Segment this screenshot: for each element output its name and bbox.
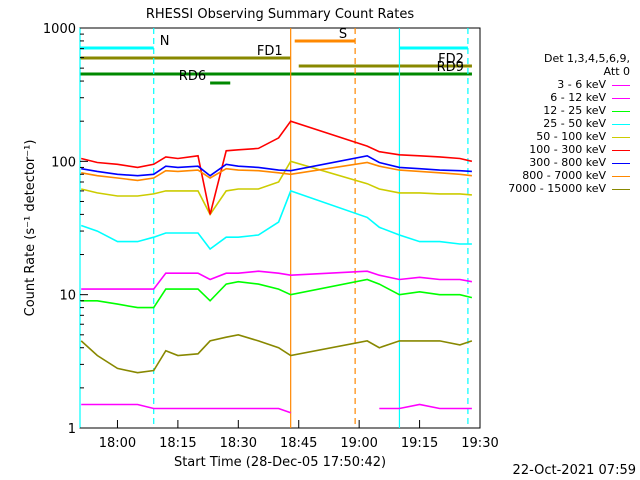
- legend-entry: 7000 - 15000 keV: [508, 182, 630, 195]
- legend-entry: 3 - 6 keV: [557, 78, 630, 91]
- series-line-0: [81, 403, 472, 414]
- legend-entry: 300 - 800 keV: [529, 156, 630, 169]
- event-lines: [79, 28, 469, 428]
- legend-swatch: [612, 136, 630, 138]
- legend-swatch: [612, 188, 630, 190]
- legend-header: Att 0: [604, 65, 630, 78]
- legend-label: 7000 - 15000 keV: [508, 182, 606, 195]
- y-ticks: 1 10 100 1000: [43, 22, 88, 437]
- x-ticks: 18:00 18:15 18:30 18:45 19:00 19:15 19:30: [99, 420, 499, 451]
- legend-label: 800 - 7000 keV: [522, 169, 606, 182]
- legend-swatch: [612, 162, 630, 164]
- legend-entry: 50 - 100 keV: [536, 130, 630, 143]
- flag-label: N: [160, 34, 170, 49]
- flag-label: RD9: [437, 60, 464, 75]
- legend-label: Det 1,3,4,5,6,9,: [543, 52, 630, 65]
- x-tick-label: 18:15: [159, 436, 196, 451]
- series-line-6: [81, 154, 472, 177]
- flag-label: RD6: [179, 69, 206, 84]
- flag-label: FD2: [438, 52, 464, 67]
- flag-label: FD1: [257, 44, 283, 59]
- y-axis-label: Count Rate (s⁻¹ detector⁻¹): [23, 140, 38, 317]
- legend-swatch: [612, 123, 630, 125]
- x-tick-label: 19:00: [340, 436, 377, 451]
- series-line-2: [81, 278, 473, 309]
- legend-swatch: [612, 97, 630, 99]
- flag-label: S: [339, 27, 347, 42]
- legend-swatch: [612, 149, 630, 151]
- legend-label: 50 - 100 keV: [536, 130, 606, 143]
- legend-label: 25 - 50 keV: [543, 117, 606, 130]
- series-line-4: [81, 160, 472, 216]
- legend-entry: 12 - 25 keV: [543, 104, 630, 117]
- legend-entry: 25 - 50 keV: [543, 117, 630, 130]
- legend-swatch: [612, 175, 630, 177]
- chart-title: RHESSI Observing Summary Count Rates: [146, 7, 415, 22]
- x-tick-label: 18:45: [280, 436, 317, 451]
- x-tick-label: 19:30: [461, 436, 498, 451]
- legend-label: 300 - 800 keV: [529, 156, 606, 169]
- series-line-1: [81, 270, 473, 290]
- y-tick-label: 1: [68, 422, 76, 437]
- y-tick-label: 1000: [43, 22, 76, 37]
- legend-label: 12 - 25 keV: [543, 104, 606, 117]
- x-tick-label: 19:15: [401, 436, 438, 451]
- legend-label: 100 - 300 keV: [529, 143, 606, 156]
- series-lines: [80, 120, 473, 414]
- legend-entry: 6 - 12 keV: [550, 91, 630, 104]
- x-axis-label: Start Time (28-Dec-05 17:50:42): [174, 455, 386, 470]
- series-line-3: [80, 189, 472, 251]
- y-tick-label: 100: [51, 155, 76, 170]
- legend-swatch: [612, 84, 630, 86]
- series-line-5: [81, 120, 473, 215]
- x-tick-label: 18:00: [99, 436, 136, 451]
- legend-label: Att 0: [603, 65, 630, 78]
- legend-entry: 100 - 300 keV: [529, 143, 630, 156]
- legend-swatch: [612, 110, 630, 112]
- legend-entry: 800 - 7000 keV: [522, 169, 630, 182]
- date-stamp: 22-Oct-2021 07:59: [513, 463, 636, 478]
- legend-header: Det 1,3,4,5,6,9,: [544, 52, 630, 65]
- y-tick-label: 10: [59, 289, 76, 304]
- legend-label: 3 - 6 keV: [557, 78, 606, 91]
- plot-frame: [79, 27, 481, 429]
- legend-label: 6 - 12 keV: [550, 91, 606, 104]
- x-tick-label: 18:30: [220, 436, 257, 451]
- series-line-8: [80, 333, 473, 374]
- series-line-7: [81, 161, 472, 182]
